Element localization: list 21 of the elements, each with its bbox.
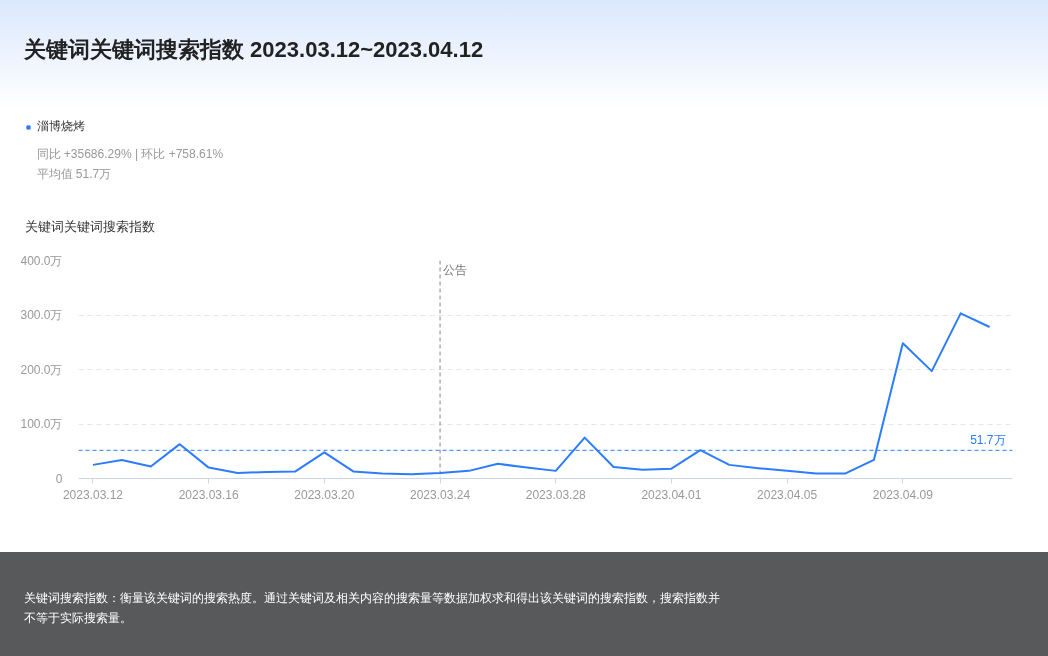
y-tick-label: 400.0万 xyxy=(20,253,63,268)
y-tick-label: 300.0万 xyxy=(20,308,63,322)
y-tick-label: 100.0万 xyxy=(20,417,63,431)
ref-line-label: 公告 xyxy=(443,262,468,277)
y-axis-title: 关键词关键词搜索指数 xyxy=(24,219,155,234)
legend-label: 淄博烧烤 xyxy=(37,118,85,135)
x-tick-label: 2023.04.09 xyxy=(872,487,934,502)
text: 关键词搜索指数：衡量该关键词的搜索热度。通过关键词及相关内容的搜索量等数据加权求和得出该关键词的搜索指数，搜索指数并不等于实际搜索量。 xyxy=(23,590,720,627)
x-tick-label: 2023.04.05 xyxy=(757,487,818,502)
x-tick-label: 2023.04.01 xyxy=(641,487,702,502)
x-tick-label: 2023.03.28 xyxy=(525,487,587,502)
x-tick-label: 2023.03.16 xyxy=(178,487,240,502)
text: 同比 +35686.29% | 环比 +758.61% xyxy=(36,146,224,161)
y-tick-label: 200.0万 xyxy=(20,362,63,377)
y-tick-label: 0 xyxy=(55,471,63,486)
x-tick-label: 2023.03.24 xyxy=(410,487,471,502)
ref-line-label: 51.7万 xyxy=(970,433,1006,448)
text: 平均值 51.7万 xyxy=(36,166,112,181)
x-tick-label: 2023.03.20 xyxy=(294,487,355,502)
x-tick-label: 2023.03.12 xyxy=(62,487,124,502)
chart-title: 关键词关键词搜索指数 2023.03.12~2023.04.12 xyxy=(23,36,484,64)
